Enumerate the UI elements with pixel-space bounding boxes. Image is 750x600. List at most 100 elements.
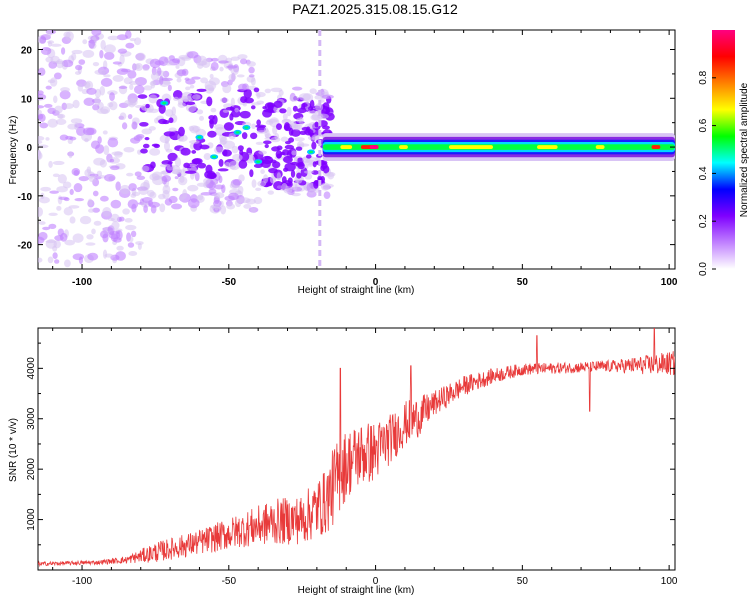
spectrogram-blob	[282, 113, 288, 121]
spectrogram-blob	[86, 234, 94, 240]
spectrogram-hotspot-core	[309, 150, 313, 154]
spectrogram-blob	[192, 125, 201, 133]
spectrogram-blob	[145, 103, 150, 109]
spectrogram-blob	[238, 83, 248, 91]
spectrogram-blob	[218, 60, 229, 64]
spectrogram-blob	[238, 174, 245, 182]
spectrogram-blob	[53, 95, 58, 104]
spectrogram-hotspot-core	[244, 126, 249, 129]
spectrogram-blob	[42, 226, 51, 231]
spectrogram-blob	[88, 208, 95, 213]
spectrogram-blob	[210, 107, 217, 113]
spectrogram-blob	[47, 40, 55, 45]
spectrogram-blob	[168, 127, 177, 133]
spectrogram-blob	[150, 204, 157, 214]
spectrogram-blob	[116, 245, 124, 251]
spectrogram-blob	[69, 216, 76, 224]
spectrogram-ytick-label: -20	[18, 241, 33, 252]
spectrogram-blob	[121, 122, 128, 130]
spectrogram-blob	[139, 121, 149, 127]
spectrogram-blob	[133, 85, 145, 95]
spectrogram-blob	[224, 161, 231, 168]
colorbar-tick-label: 0.2	[698, 214, 709, 228]
spectrogram-blob	[248, 66, 255, 74]
spectrogram-blob	[292, 124, 303, 131]
spectrogram-blob	[127, 70, 137, 79]
spectrogram-blob	[129, 84, 134, 91]
spectrogram-blob	[176, 69, 187, 77]
spectrogram-blob	[187, 184, 199, 192]
spectrogram-blob	[48, 160, 53, 168]
spectrogram-blob	[288, 127, 294, 136]
spectrogram-blob	[127, 114, 133, 120]
spectrogram-blob	[125, 224, 137, 231]
spectrogram-blob	[83, 81, 91, 89]
spectrogram-blob	[109, 92, 115, 102]
spectrogram-blob	[127, 242, 135, 248]
spectrogram-xtick-label: 100	[661, 277, 678, 288]
spectrogram-blob	[321, 94, 334, 99]
spectrogram-blob	[239, 58, 248, 65]
spectrogram-blob	[267, 190, 275, 195]
colorbar-tick-label: 0.8	[698, 70, 709, 84]
spectrogram-blob	[49, 190, 59, 194]
spectrogram-blob	[38, 150, 42, 160]
spectrogram-blob	[40, 186, 52, 192]
spectrogram-blob	[239, 149, 244, 156]
spectrogram-blob	[222, 109, 229, 113]
colorbar: 0.0 0.2 0.4 0.6 0.8 Normalized spectral ampl…	[698, 30, 750, 276]
spectrogram-blob	[63, 207, 74, 216]
spectrogram-blob	[86, 87, 97, 95]
spectrogram-blob	[237, 185, 244, 195]
spectrogram-blob	[134, 171, 142, 177]
spectrogram-ytick-label: 0	[26, 143, 32, 154]
spectrogram-blob	[218, 175, 223, 184]
spectrogram-blob	[242, 102, 247, 107]
spectrogram-blob	[272, 161, 281, 169]
spectrogram-blob	[38, 67, 46, 76]
spectrogram-blob	[222, 149, 232, 157]
spectrogram-blob	[149, 58, 161, 69]
spectrogram-blob	[83, 97, 95, 106]
spectrogram-blob	[38, 206, 44, 217]
spectrogram-blob	[69, 188, 74, 196]
spectrogram-blob	[136, 175, 146, 181]
spectrogram-blob	[258, 150, 267, 155]
spectrogram-blob	[250, 132, 258, 140]
spectrogram-blob	[135, 241, 144, 246]
spectrogram-blob	[273, 100, 283, 108]
spectrogram-blob	[199, 144, 210, 150]
spectrogram-blob	[256, 92, 261, 99]
snr-axes: -100 -50 0 50 100 1000 2000 3000 4000	[26, 328, 678, 587]
spectrogram-blob	[230, 56, 240, 61]
spectrogram-blob	[70, 118, 83, 124]
spectrogram-blob	[58, 196, 69, 200]
spectrogram-blob	[164, 62, 175, 66]
spectrogram-blob	[222, 84, 232, 94]
spectrogram-blob	[143, 67, 149, 71]
spectrogram-blob	[82, 49, 95, 58]
spectrogram-blob	[292, 105, 298, 112]
spectrogram-blob	[282, 155, 293, 164]
spectrogram-blob	[226, 203, 236, 210]
spectrogram-blob	[318, 110, 330, 115]
spectrogram-blob	[214, 192, 225, 199]
spectrogram-blob	[90, 140, 100, 150]
spectrogram-blob	[129, 37, 136, 42]
spectrogram-blob	[47, 256, 54, 264]
spectrogram-blob	[204, 80, 217, 91]
spectrogram-blob	[320, 182, 330, 191]
spectrogram-blob	[148, 94, 158, 104]
spectrogram-blob	[52, 173, 60, 178]
spectrogram-blob	[168, 195, 178, 204]
spectrogram-blob	[115, 251, 126, 261]
spectrogram-blob	[44, 103, 53, 108]
spectrogram-blob	[62, 181, 72, 189]
spectrogram-band-hotspot	[399, 145, 408, 150]
spectrogram-blob	[166, 166, 175, 171]
spectrogram-blob	[118, 85, 128, 90]
spectrogram-blob	[226, 65, 238, 69]
spectrogram-blob	[87, 198, 93, 207]
spectrogram-blob	[197, 55, 208, 66]
spectrogram-blob	[304, 128, 314, 136]
